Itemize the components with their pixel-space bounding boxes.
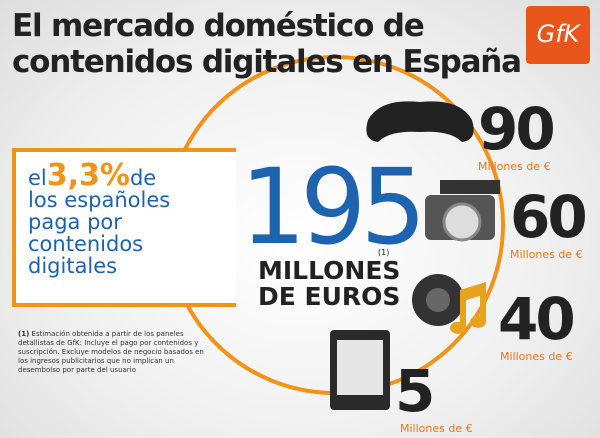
highlight-text: el3,3%de los españoles paga por contenid… — [28, 161, 233, 278]
logo: GfK — [536, 20, 580, 48]
item-unit: Millones de € — [510, 248, 583, 261]
footnote-marker: (1) — [18, 330, 30, 338]
highlight-line: contenidos — [28, 232, 144, 256]
item-unit: Millones de € — [400, 422, 473, 435]
footnote: (1) Estimación obtenida a partir de los … — [18, 330, 208, 375]
highlight-box — [12, 148, 236, 307]
note-ref: (1) — [378, 248, 390, 257]
title: El mercado doméstico de — [12, 8, 425, 44]
gamepad-icon — [366, 101, 474, 142]
ereader-screen — [337, 340, 383, 395]
highlight-line: digitales — [28, 254, 118, 278]
total-unit: DE EUROS — [258, 282, 401, 311]
item-unit: Millones de € — [478, 160, 551, 173]
logo-bg — [526, 6, 590, 64]
speaker-cone — [426, 288, 450, 312]
highlight-line: el3,3%de — [28, 161, 233, 191]
highlight-suffix: de — [129, 166, 157, 190]
total-unit: MILLONES — [258, 256, 401, 285]
item-amount: 90 — [478, 95, 556, 163]
highlight-percent: 3,3% — [46, 158, 130, 193]
highlight-line: los españoles — [28, 188, 171, 212]
item-unit: Millones de € — [500, 350, 573, 363]
item-amount: 5 — [395, 357, 435, 425]
note-icon — [450, 282, 486, 334]
item-amount: 60 — [510, 183, 588, 251]
item-amount: 40 — [498, 285, 576, 353]
total-amount: 195 — [240, 146, 426, 268]
highlight-line: paga por — [28, 210, 122, 234]
film-reel — [442, 202, 482, 242]
clapper-top — [440, 180, 500, 194]
title: contenidos digitales en España — [12, 44, 522, 80]
footnote-text: Estimación obtenida a partir de los pane… — [18, 330, 204, 374]
highlight-prefix: el — [28, 166, 47, 190]
